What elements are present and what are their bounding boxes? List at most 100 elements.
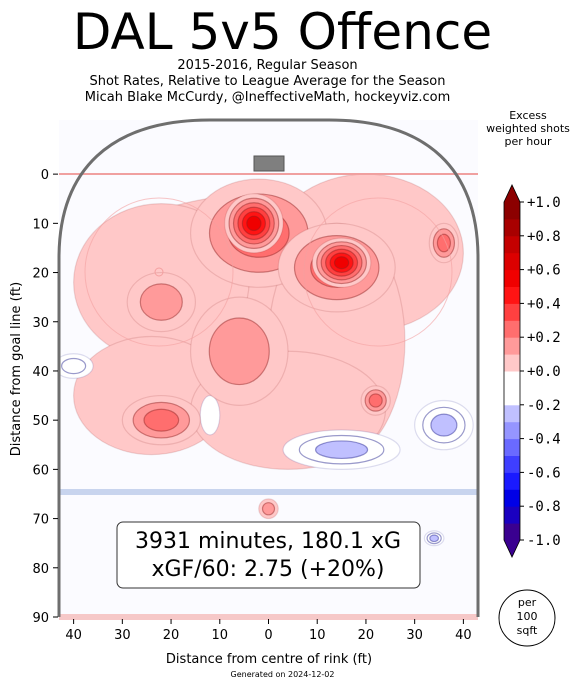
contour-band — [139, 283, 183, 321]
summary-line-2: xGF/60: 2.75 (+20%) — [151, 557, 384, 582]
colorbar-title-line-3: per hour — [504, 135, 552, 148]
colorbar-title-line-1: Excess — [509, 109, 547, 122]
hotspot-19 — [311, 237, 372, 288]
contour-band — [429, 534, 440, 543]
x-tick-label: 30 — [406, 628, 423, 643]
colorbar-band — [504, 523, 520, 541]
colorbar-tick-label: +1.0 — [527, 195, 561, 211]
rink-boards — [57, 118, 480, 617]
colorbar-band — [504, 202, 520, 220]
colorbar-band — [504, 472, 520, 490]
hotspot-6 — [199, 394, 221, 436]
hotspot-16 — [428, 222, 460, 264]
x-tick-label: 10 — [309, 628, 326, 643]
colorbar-band — [504, 506, 520, 524]
colorbar-band — [504, 320, 520, 338]
per-area-line-3: sqft — [517, 624, 538, 637]
x-axis-label: Distance from centre of rink (ft) — [166, 652, 372, 667]
hotspot-7 — [189, 296, 289, 407]
y-tick-label: 20 — [32, 267, 49, 282]
chart-subtitle-line-3: Micah Blake McCurdy, @IneffectiveMath, h… — [84, 90, 451, 105]
colorbar-tick-label: +0.4 — [527, 296, 561, 312]
colorbar-band — [504, 438, 520, 456]
contour-band — [368, 393, 383, 408]
y-tick-label: 0 — [41, 168, 49, 183]
colorbar-top-arrow — [504, 185, 520, 202]
hotspot-18 — [423, 530, 445, 547]
contour-band — [430, 413, 458, 437]
axes: 40 30 20 10 0 10 20 30 40 0 10 20 30 40 50 60 70 80 90 — [32, 168, 471, 643]
x-tick-label: 10 — [212, 628, 229, 643]
colorbar-band — [504, 252, 520, 271]
chart-subtitle-line-1: 2015-2016, Regular Season — [177, 58, 358, 73]
colorbar-tick-label: +0.2 — [527, 330, 561, 346]
colorbar-band — [504, 269, 520, 287]
contour-band — [143, 408, 180, 432]
contour-band — [261, 502, 276, 516]
per-area-line-1: per — [518, 596, 537, 609]
colorbar-band — [504, 218, 520, 237]
x-tick-label: 0 — [264, 628, 272, 643]
colorbar-band — [504, 235, 520, 254]
per-area-badge — [498, 589, 556, 647]
hotspot-20 — [224, 193, 284, 254]
hotspot-8 — [126, 271, 197, 333]
colorbar-tick-label: +0.8 — [527, 229, 561, 245]
contour-band — [208, 317, 270, 386]
colorbar-band — [504, 303, 520, 321]
y-tick-label: 70 — [32, 513, 49, 528]
contour-band — [333, 256, 350, 270]
colorbar-band — [504, 387, 520, 406]
x-tick-label: 40 — [65, 628, 82, 643]
y-tick-label: 80 — [32, 562, 49, 577]
x-tick-label: 20 — [163, 628, 180, 643]
contour-band — [199, 394, 221, 436]
left-faceoff-dot — [154, 267, 164, 277]
per-area-line-2: 100 — [517, 610, 538, 623]
hotspot-15 — [121, 394, 201, 446]
hotspot-12 — [414, 399, 474, 451]
x-tick-label: 30 — [114, 628, 131, 643]
generated-footer: Generated on 2024-12-02 — [230, 670, 335, 679]
summary-line-1: 3931 minutes, 180.1 xG — [135, 529, 401, 554]
colorbar: +1.0 +0.8 +0.6 +0.4 +0.2 +0.0 -0.2 -0.4 -0.6 -0.8… — [503, 184, 561, 558]
colorbar-tick-label: -0.4 — [527, 432, 561, 448]
colorbar-tick-label: -0.6 — [527, 465, 561, 481]
colorbar-band — [504, 404, 520, 423]
y-tick-label: 50 — [32, 414, 49, 429]
shot-rate-contours — [59, 173, 474, 547]
colorbar-band — [504, 489, 520, 507]
colorbar-tick-label: +0.6 — [527, 263, 561, 279]
contour-band — [314, 440, 369, 460]
chart-title: DAL 5v5 Offence — [72, 3, 493, 61]
summary-box — [116, 521, 421, 589]
y-tick-label: 40 — [32, 365, 49, 380]
colorbar-band — [504, 337, 520, 355]
right-faceoff-circle — [303, 197, 453, 347]
y-tick-label: 90 — [32, 611, 49, 626]
colorbar-title-line-2: weighted shots — [486, 122, 570, 135]
chart-subtitle-line-2: Shot Rates, Relative to League Average f… — [89, 74, 446, 89]
contour-band — [436, 233, 451, 253]
colorbar-bottom-arrow — [504, 540, 520, 557]
contour-band — [61, 357, 87, 375]
goal-net — [253, 155, 285, 172]
x-tick-label: 20 — [358, 628, 375, 643]
colorbar-tick-label: -1.0 — [527, 533, 561, 549]
hotspot-11 — [282, 429, 401, 470]
colorbar-band — [504, 286, 520, 304]
colorbar-tick-label: -0.2 — [527, 398, 561, 414]
hotspot-9 — [258, 498, 279, 520]
contour-band — [246, 215, 262, 232]
left-faceoff-circle — [84, 197, 234, 347]
colorbar-tick-label: -0.8 — [527, 499, 561, 515]
hotspot-10 — [59, 353, 94, 379]
hotspot-17 — [360, 385, 391, 416]
y-tick-label: 10 — [32, 217, 49, 232]
colorbar-band — [504, 455, 520, 473]
x-tick-label: 40 — [455, 628, 472, 643]
colorbar-band — [504, 354, 520, 372]
y-tick-label: 60 — [32, 463, 49, 478]
colorbar-tick-label: +0.0 — [527, 364, 561, 380]
